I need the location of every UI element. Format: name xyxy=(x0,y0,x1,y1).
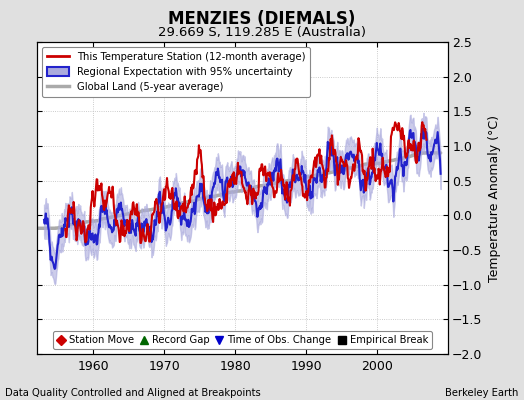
Legend: Station Move, Record Gap, Time of Obs. Change, Empirical Break: Station Move, Record Gap, Time of Obs. C… xyxy=(53,331,432,349)
Text: 29.669 S, 119.285 E (Australia): 29.669 S, 119.285 E (Australia) xyxy=(158,26,366,39)
Text: Data Quality Controlled and Aligned at Breakpoints: Data Quality Controlled and Aligned at B… xyxy=(5,388,261,398)
Text: MENZIES (DIEMALS): MENZIES (DIEMALS) xyxy=(168,10,356,28)
Text: Berkeley Earth: Berkeley Earth xyxy=(445,388,519,398)
Y-axis label: Temperature Anomaly (°C): Temperature Anomaly (°C) xyxy=(488,114,501,282)
